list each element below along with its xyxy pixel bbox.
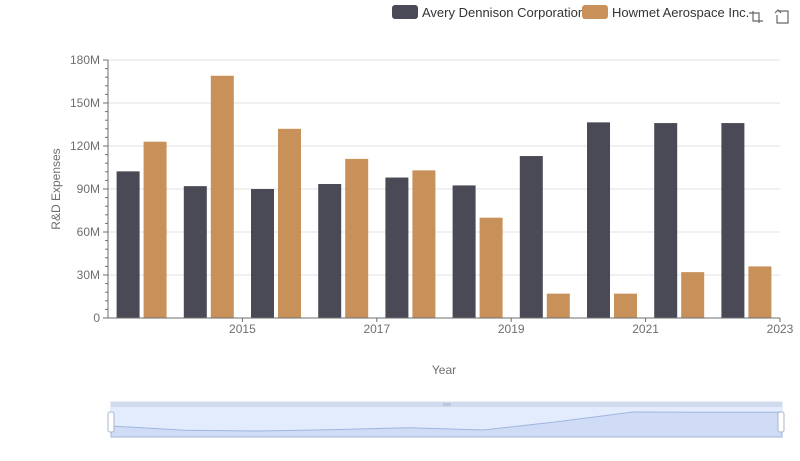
bar-avery-2014[interactable] xyxy=(116,171,140,318)
legend-swatch-howmet xyxy=(582,5,608,19)
data-zoom-slider[interactable] xyxy=(107,401,785,438)
legend-item-howmet[interactable]: Howmet Aerospace Inc. xyxy=(582,5,749,20)
x-tick-label: 2023 xyxy=(767,322,794,336)
y-tick-label: 90M xyxy=(77,182,100,196)
y-tick-label: 60M xyxy=(77,225,100,239)
x-tick-label: 2015 xyxy=(229,322,256,336)
slider-handle-right[interactable] xyxy=(777,411,785,433)
bars xyxy=(116,75,772,319)
x-tick-label: 2017 xyxy=(363,322,390,336)
legend-item-avery[interactable]: Avery Dennison Corporation xyxy=(392,5,585,20)
bar-howmet-2018[interactable] xyxy=(412,170,436,318)
zoom-reset-icon[interactable] xyxy=(774,8,790,24)
legend: Avery Dennison Corporation Howmet Aerosp… xyxy=(392,5,749,20)
slider-move-handle[interactable] xyxy=(443,403,451,406)
x-axis: 2015 2017 2019 2021 2023 xyxy=(108,317,794,336)
bar-howmet-2014[interactable] xyxy=(143,141,167,318)
legend-label-avery: Avery Dennison Corporation xyxy=(422,5,585,20)
bar-avery-2017[interactable] xyxy=(318,183,342,318)
bar-avery-2018[interactable] xyxy=(385,177,409,318)
x-axis-title: Year xyxy=(432,363,456,377)
x-tick-label: 2021 xyxy=(632,322,659,336)
slider-handle-left[interactable] xyxy=(107,411,115,433)
y-tick-label: 0 xyxy=(93,311,100,325)
legend-swatch-avery xyxy=(392,5,418,19)
bar-howmet-2016[interactable] xyxy=(278,128,301,318)
bar-avery-2015[interactable] xyxy=(183,186,207,318)
bar-avery-2016[interactable] xyxy=(251,189,274,318)
y-tick-label: 120M xyxy=(70,139,100,153)
bar-avery-2020[interactable] xyxy=(519,156,543,318)
x-tick-label: 2019 xyxy=(498,322,525,336)
y-tick-label: 30M xyxy=(77,268,100,282)
bar-avery-2019[interactable] xyxy=(452,185,476,318)
bar-avery-2022[interactable] xyxy=(654,123,678,318)
bar-howmet-2020[interactable] xyxy=(546,293,570,318)
bar-howmet-2021[interactable] xyxy=(614,293,637,318)
bar-howmet-2015[interactable] xyxy=(210,75,234,319)
bar-howmet-2017[interactable] xyxy=(345,158,369,318)
bar-avery-2021[interactable] xyxy=(587,122,610,318)
gridlines xyxy=(108,59,780,276)
y-tick-label: 150M xyxy=(70,96,100,110)
y-tick-label: 180M xyxy=(70,53,100,67)
zoom-select-icon[interactable] xyxy=(748,8,764,24)
y-axis: 0 30M 60M 90M 120M 150M 180M xyxy=(70,53,109,325)
bar-howmet-2022[interactable] xyxy=(681,272,705,318)
y-axis-title: R&D Expenses xyxy=(49,148,63,229)
legend-label-howmet: Howmet Aerospace Inc. xyxy=(612,5,749,20)
bar-howmet-2019[interactable] xyxy=(479,217,503,318)
bar-avery-2023[interactable] xyxy=(721,123,745,318)
bar-howmet-2023[interactable] xyxy=(748,266,772,318)
